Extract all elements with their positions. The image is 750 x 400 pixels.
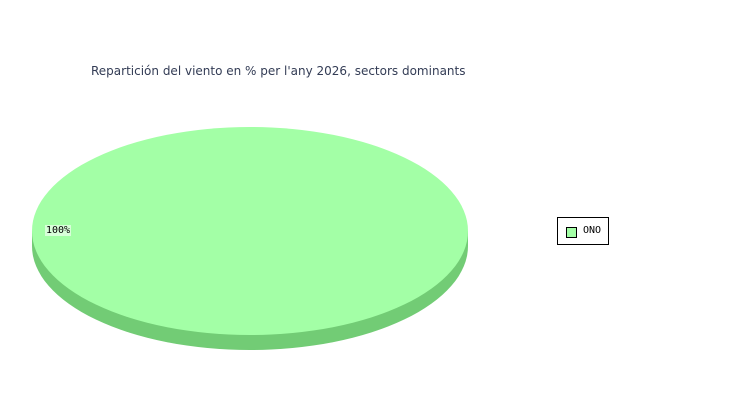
legend: ONO — [557, 217, 609, 245]
legend-swatch — [566, 227, 577, 238]
data-label-ONO: 100% — [45, 225, 72, 236]
chart-title: Repartición del viento en % per l'any 20… — [91, 64, 466, 78]
pie-slice-ONO — [32, 127, 468, 335]
legend-label: ONO — [583, 225, 602, 236]
